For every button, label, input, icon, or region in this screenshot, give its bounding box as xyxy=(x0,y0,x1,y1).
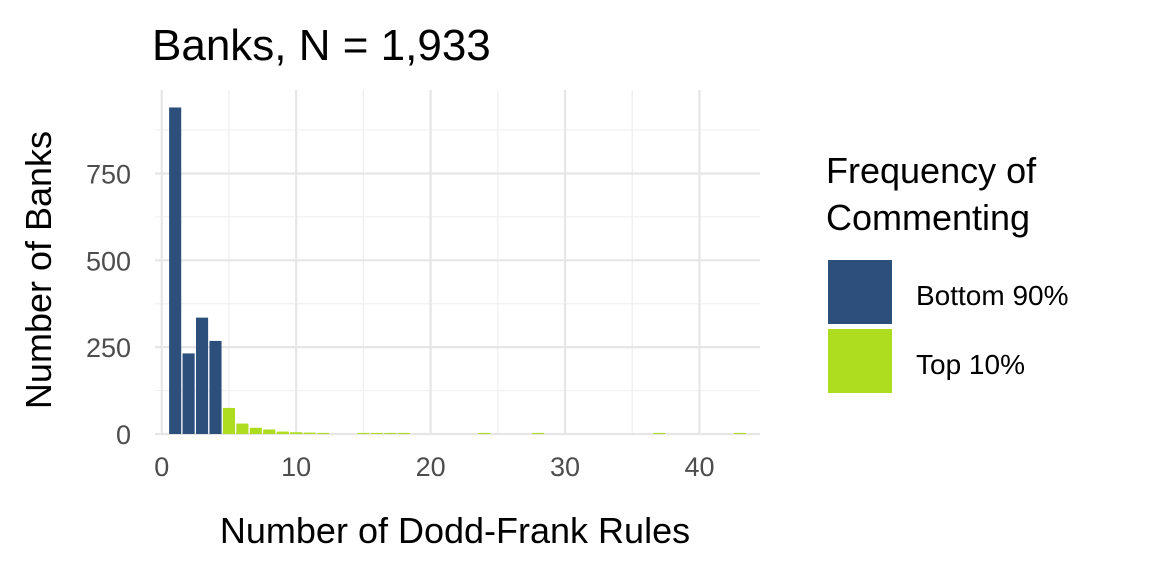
bar-bottom-90-x2 xyxy=(182,353,195,434)
legend-key-bottom-90 xyxy=(828,260,892,324)
bar-bottom-90-x3 xyxy=(196,317,209,434)
y-axis-ticks: 0 250 500 750 xyxy=(86,159,131,450)
legend-title-line-2: Commenting xyxy=(826,197,1030,238)
bars xyxy=(169,107,746,434)
bar-top-10-x43 xyxy=(733,432,746,434)
x-axis-title: Number of Dodd-Frank Rules xyxy=(220,510,690,551)
legend-key-top-10 xyxy=(828,329,892,393)
legend-label-bottom-90: Bottom 90% xyxy=(916,280,1069,311)
x-tick-label: 40 xyxy=(684,452,714,482)
bar-top-10-x37 xyxy=(653,432,666,434)
legend-title-line-1: Frequency of xyxy=(826,150,1037,191)
chart-title: Banks, N = 1,933 xyxy=(152,21,491,70)
legend-label-top-10: Top 10% xyxy=(916,349,1025,380)
bar-bottom-90-x4 xyxy=(209,340,222,434)
y-tick-label: 0 xyxy=(116,420,131,450)
legend: Frequency of Commenting Bottom 90% Top 1… xyxy=(826,150,1069,393)
bar-top-10-x9 xyxy=(276,431,289,434)
y-tick-label: 250 xyxy=(86,333,131,363)
bar-top-10-x18 xyxy=(397,432,410,434)
x-axis-ticks: 0 10 20 30 40 xyxy=(154,452,714,482)
bar-top-10-x12 xyxy=(317,432,330,434)
bar-top-10-x6 xyxy=(236,423,249,434)
bar-top-10-x5 xyxy=(222,407,235,434)
grid-lines xyxy=(155,90,760,436)
bar-top-10-x17 xyxy=(384,432,397,434)
bar-top-10-x28 xyxy=(532,432,545,434)
bar-top-10-x7 xyxy=(249,427,262,434)
bar-top-10-x11 xyxy=(303,432,316,434)
y-axis-title: Number of Banks xyxy=(18,131,59,409)
x-tick-label: 10 xyxy=(281,452,311,482)
x-tick-label: 20 xyxy=(416,452,446,482)
y-tick-label: 750 xyxy=(86,159,131,189)
bar-bottom-90-x1 xyxy=(169,107,182,434)
bar-top-10-x16 xyxy=(370,432,383,434)
x-tick-label: 0 xyxy=(154,452,169,482)
bar-top-10-x10 xyxy=(290,432,303,434)
x-tick-label: 30 xyxy=(550,452,580,482)
y-tick-label: 500 xyxy=(86,246,131,276)
bar-top-10-x15 xyxy=(357,432,370,434)
bar-top-10-x8 xyxy=(263,429,276,434)
bar-top-10-x24 xyxy=(478,432,491,434)
